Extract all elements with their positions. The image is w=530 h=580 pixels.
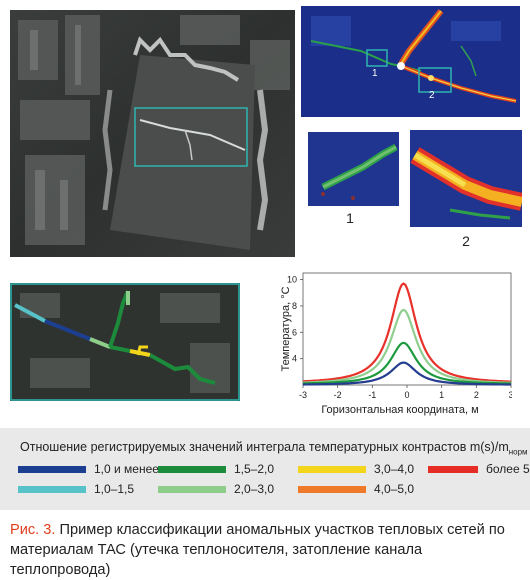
legend-item: 1,0–1,5 [18,482,134,496]
y-tick-label: 10 [287,275,297,285]
legend-title: Отношение регистрируемых значений интегр… [20,440,528,457]
legend-item: более 5,0 [428,462,530,476]
chart-series-group [302,282,512,386]
legend-swatch [18,485,86,493]
inset-1-label: 1 [346,210,354,226]
series-line [302,341,512,385]
legend-swatch [298,485,366,493]
y-tick-label: 4 [292,354,297,364]
x-tick-label: 2 [474,390,479,400]
x-tick-label: 3 [508,390,512,400]
figure-caption: Рис. 3. Пример классификации аномальных … [10,520,525,580]
thermal-inset-1 [308,132,399,206]
marker-2-label: 2 [429,90,435,101]
legend-swatch [298,465,366,473]
y-tick-label: 6 [292,327,297,337]
legend-swatch [18,465,86,473]
x-tick-label: -3 [299,390,307,400]
inset-2-label: 2 [462,233,470,249]
x-tick-label: 0 [404,390,409,400]
legend-label: 2,0–3,0 [234,482,275,496]
y-tick-label: 8 [292,301,297,311]
series-line [302,308,512,384]
legend-item: 3,0–4,0 [298,462,414,476]
legend-label: 3,0–4,0 [374,462,415,476]
series-line [302,361,512,386]
legend-swatch [158,485,226,493]
x-tick-label: 1 [439,390,444,400]
x-axis-label: Горизонтальная координата, м [321,404,478,416]
figure-label: Рис. 3. [10,522,56,538]
legend-item: 2,0–3,0 [158,482,274,496]
chart-axes: -3 -2 -1 0 1 2 3 4 6 8 10 [287,272,512,400]
legend-swatch [428,465,478,473]
legend-title-subscript: норм [508,447,528,457]
legend-item: 1,0 и менее [18,462,159,476]
y-axis-label: Температура, °С [280,286,292,371]
legend-label: 1,0–1,5 [94,482,135,496]
legend-label: 1,0 и менее [94,462,159,476]
legend-label: 1,5–2,0 [234,462,275,476]
legend-item: 1,5–2,0 [158,462,274,476]
classified-pipeline-image [10,283,240,401]
legend-swatch [158,465,226,473]
thermal-image-overview: 1 2 [301,6,520,117]
legend-label: более 5,0 [486,462,530,476]
legend-label: 4,0–5,0 [374,482,415,496]
temperature-profile-chart: -3 -2 -1 0 1 2 3 4 6 8 10 Горизонтальная координат… [280,272,512,416]
x-tick-label: -2 [334,390,342,400]
legend-item: 4,0–5,0 [298,482,414,496]
aerial-photo-main [10,10,295,257]
series-line [302,282,512,383]
x-tick-label: -1 [368,390,376,400]
legend: Отношение регистрируемых значений интегр… [0,428,530,510]
marker-1-label: 1 [372,68,378,79]
thermal-inset-2 [410,130,522,227]
